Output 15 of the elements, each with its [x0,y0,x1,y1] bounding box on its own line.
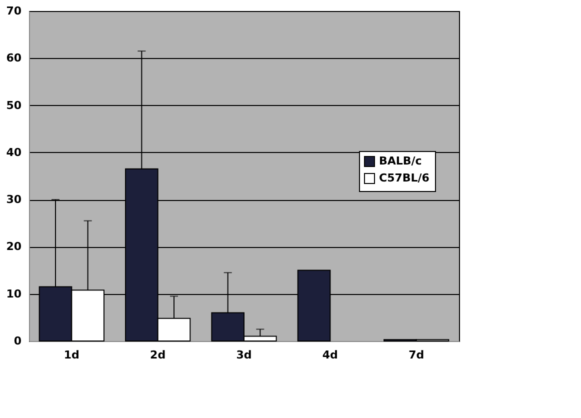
legend-label: BALB/c [379,154,422,168]
y-tick-label: 30 [6,193,22,206]
y-tick-label: 0 [14,334,22,348]
x-tick-label: 1d [64,348,80,362]
y-tick-label: 10 [6,287,22,300]
x-tick-label: 3d [236,348,252,362]
y-tick-label: 50 [6,98,22,112]
y-tick-label: 70 [6,4,22,18]
y-tick-label: 60 [6,52,22,65]
x-tick-label: 4d [322,348,338,362]
y-tick-label: 20 [6,240,22,254]
x-tick-label: 2d [150,348,166,362]
x-tick-label: 7d [408,348,424,362]
legend-label: C57BL/6 [379,172,430,184]
y-tick-label: 40 [6,146,22,159]
